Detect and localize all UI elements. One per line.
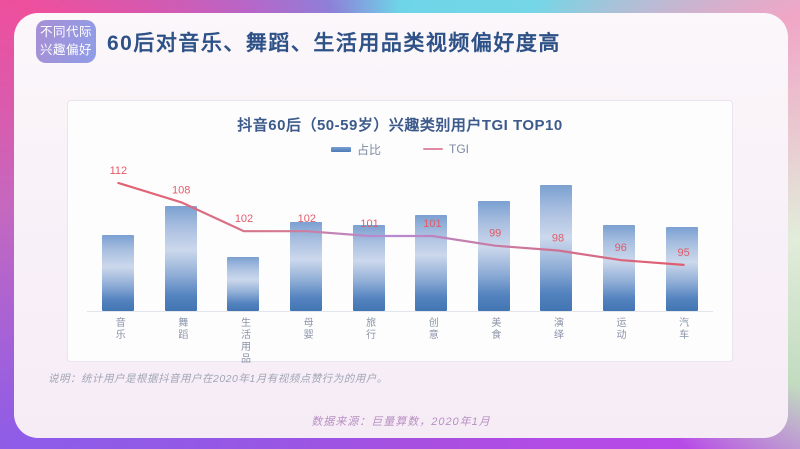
slide-background: 不同代际 兴趣偏好 60后对音乐、舞蹈、生活用品类视频偏好度高 抖音60后（50… — [14, 13, 788, 438]
data-source: 数据来源：巨量算数，2020年1月 — [311, 416, 491, 428]
bar-舞蹈 — [164, 206, 197, 311]
bar-column — [650, 227, 713, 311]
category-label-cell: 演绎 — [525, 317, 588, 367]
bar-生活用品 — [227, 257, 260, 311]
section-badge: 不同代际 兴趣偏好 — [36, 20, 96, 63]
bar-运动 — [603, 225, 636, 311]
category-label-cell: 创意 — [400, 317, 463, 367]
category-label-cell: 汽车 — [650, 317, 713, 367]
category-label: 旅行 — [363, 317, 375, 341]
category-label-cell: 生活用品 — [212, 317, 275, 367]
bar-column — [275, 222, 338, 311]
category-label: 创意 — [426, 317, 438, 341]
chart-card: 抖音60后（50-59岁）兴趣类别用户TGI TOP10 占比 TGI 112 1… — [67, 100, 733, 365]
category-label-cell: 舞蹈 — [150, 317, 213, 367]
bar-column — [337, 225, 400, 311]
category-label-cell: 母婴 — [275, 317, 338, 367]
bar-column — [87, 235, 150, 311]
bar-column — [525, 185, 588, 311]
badge-line2: 兴趣偏好 — [39, 42, 92, 57]
footnote: 说明：统计用户是根据抖音用户在2020年1月有视频点赞行为的用户。 — [48, 373, 388, 385]
bar-旅行 — [352, 225, 385, 311]
bar-汽车 — [665, 227, 698, 311]
category-label: 美食 — [488, 317, 500, 341]
bar-column — [400, 215, 463, 311]
category-axis: 音乐 舞蹈 生活用品 母婴 旅行 创意 美食 演绎 运动 汽车 — [87, 317, 713, 367]
bar-series-swatch-icon — [330, 146, 351, 152]
legend-label-line: TGI — [449, 142, 469, 156]
category-label: 音乐 — [113, 317, 125, 341]
page-title: 60后对音乐、舞蹈、生活用品类视频偏好度高 — [107, 32, 561, 55]
bar-创意 — [415, 215, 448, 311]
badge-line1: 不同代际 — [39, 25, 92, 39]
bar-column — [463, 201, 526, 311]
plot-area: 112 108 102 102 101 101 99 98 96 95 — [87, 165, 713, 312]
category-label-cell: 美食 — [463, 317, 526, 367]
legend-item-line: TGI — [423, 142, 469, 156]
category-label: 舞蹈 — [175, 317, 187, 341]
line-series-swatch-icon — [423, 147, 443, 151]
category-label-cell: 运动 — [588, 317, 651, 367]
bar-音乐 — [102, 235, 135, 311]
bar-column — [212, 257, 275, 311]
category-label-cell: 音乐 — [87, 317, 150, 367]
legend-item-bar: 占比 — [330, 141, 381, 158]
category-label: 母婴 — [301, 317, 313, 341]
category-label: 汽车 — [676, 317, 688, 341]
legend-label-bar: 占比 — [356, 142, 381, 157]
bar-母婴 — [290, 222, 323, 311]
chart-legend: 占比 TGI — [68, 141, 732, 158]
bar-column — [588, 225, 651, 311]
category-label-cell: 旅行 — [337, 317, 400, 367]
bar-美食 — [477, 201, 510, 311]
chart-title: 抖音60后（50-59岁）兴趣类别用户TGI TOP10 — [237, 117, 563, 134]
bar-演绎 — [540, 185, 573, 311]
category-label: 演绎 — [551, 317, 563, 341]
bar-column — [150, 206, 213, 311]
bar-group — [87, 165, 713, 311]
category-label: 生活用品 — [238, 317, 250, 365]
category-label: 运动 — [614, 317, 626, 341]
